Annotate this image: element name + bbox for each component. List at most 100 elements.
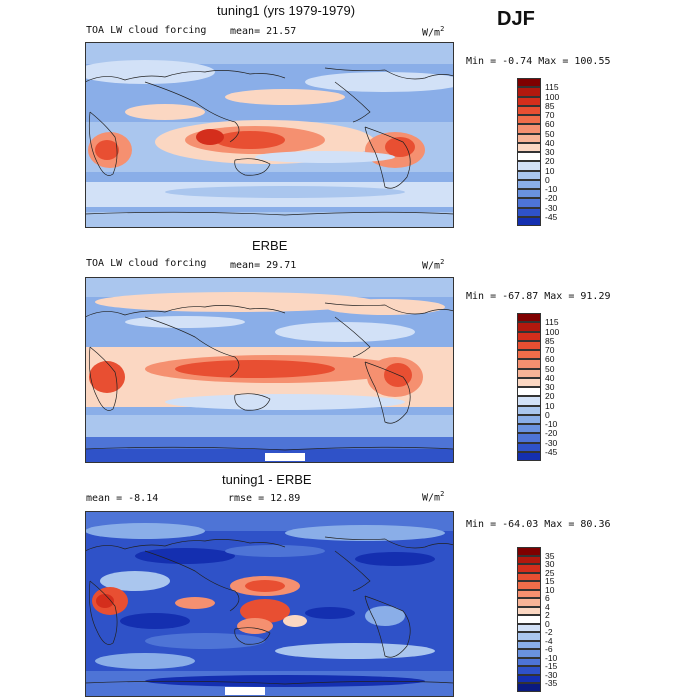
panel2-minmax: Min = -67.87 Max = 91.29 bbox=[466, 291, 611, 302]
colorbar-1-tick-label: 10 bbox=[545, 165, 555, 176]
panel2-map bbox=[85, 277, 454, 463]
colorbar-1-segment bbox=[517, 170, 541, 180]
panel1-map bbox=[85, 42, 454, 228]
colorbar-2-tick-label: 70 bbox=[545, 345, 555, 355]
panel2-mean-value: 29.71 bbox=[266, 260, 297, 271]
colorbar-2-tick-label: 115 bbox=[545, 317, 559, 328]
colorbar-1-tick-label: 100 bbox=[545, 91, 560, 102]
colorbar-3 bbox=[517, 547, 541, 692]
colorbar-2-labels: 115 100 85 70 60 50 40 30 20 10 0 -10 -20 -30 -45 bbox=[545, 313, 585, 461]
colorbar-2-tick-label: -30 bbox=[545, 437, 558, 448]
colorbar-2-segment bbox=[517, 442, 541, 452]
panel2-units: W/m2 bbox=[422, 258, 445, 272]
colorbar-2-segment bbox=[517, 414, 541, 424]
colorbar-3-tick-label: 4 bbox=[545, 601, 550, 612]
colorbar-1-segment bbox=[517, 198, 541, 208]
panel3-coastlines bbox=[85, 536, 454, 685]
colorbar-2-tick-label: 60 bbox=[545, 354, 555, 365]
colorbar-3-segment bbox=[517, 564, 541, 573]
colorbar-1-tick-label: 70 bbox=[545, 110, 555, 120]
panel1-title: tuning1 (yrs 1979-1979) bbox=[217, 3, 356, 18]
colorbar-2-tick-label: 50 bbox=[545, 363, 555, 374]
colorbar-1-segment bbox=[517, 96, 541, 106]
panel3-mean: mean = -8.14 bbox=[86, 493, 159, 504]
colorbar-3-tick-label: 2 bbox=[545, 610, 550, 621]
colorbar-1-segment bbox=[517, 142, 541, 152]
colorbar-1-segment bbox=[517, 216, 541, 226]
colorbar-1-tick-label: -20 bbox=[545, 193, 558, 204]
panel3-rmse: rmse = 12.89 bbox=[228, 493, 301, 504]
colorbar-2-segment bbox=[517, 451, 541, 461]
colorbar-3-segment bbox=[517, 598, 541, 607]
colorbar-3-segment bbox=[517, 572, 541, 582]
colorbar-2-segment bbox=[517, 322, 541, 332]
colorbar-3-tick-label: 10 bbox=[545, 584, 555, 595]
colorbar-3-segment bbox=[517, 666, 541, 675]
colorbar-3-tick-label: -4 bbox=[545, 635, 553, 646]
colorbar-1-tick-label: 115 bbox=[545, 82, 559, 93]
colorbar-1-segment bbox=[517, 152, 541, 162]
colorbar-1-tick-label: 50 bbox=[545, 128, 555, 139]
colorbar-3-segment bbox=[517, 640, 541, 650]
colorbar-1-segment bbox=[517, 105, 541, 115]
colorbar-2-tick-label: -45 bbox=[545, 446, 558, 457]
colorbar-3-segment bbox=[517, 649, 541, 658]
panel2-title: ERBE bbox=[252, 238, 288, 253]
panel3-map bbox=[85, 511, 454, 697]
colorbar-1-segment bbox=[517, 133, 541, 143]
panel3-title: tuning1 - ERBE bbox=[222, 472, 312, 487]
panel2-field bbox=[85, 277, 454, 463]
colorbar-1-tick-label: 85 bbox=[545, 100, 555, 111]
colorbar-1-labels: 115 100 85 70 60 50 40 30 20 10 0 -10 -20 -30 -45 bbox=[545, 78, 585, 226]
season-label: DJF bbox=[497, 8, 535, 30]
colorbar-3-tick-label: 35 bbox=[545, 550, 555, 561]
colorbar-2-segment bbox=[517, 396, 541, 406]
colorbar-3-segment bbox=[517, 674, 541, 684]
colorbar-3-tick-label: 25 bbox=[545, 567, 555, 578]
colorbar-1-tick-label: -45 bbox=[545, 211, 558, 222]
colorbar-3-segment bbox=[517, 581, 541, 590]
colorbar-2-segment bbox=[517, 433, 541, 443]
colorbar-3-segment bbox=[517, 657, 541, 667]
panel1-coastlines bbox=[85, 67, 454, 216]
colorbar-2-segment bbox=[517, 424, 541, 434]
colorbar-3-tick-label: -10 bbox=[545, 652, 558, 663]
colorbar-2-tick-label: 85 bbox=[545, 335, 555, 346]
colorbar-2-segment bbox=[517, 368, 541, 378]
colorbar-3-tick-label: 0 bbox=[545, 618, 550, 629]
colorbar-2-tick-label: 0 bbox=[545, 409, 550, 420]
colorbar-1-segment bbox=[517, 87, 541, 97]
colorbar-1-tick-label: -10 bbox=[545, 184, 558, 194]
colorbar-2-tick-label: 30 bbox=[545, 382, 555, 392]
panel2-variable-label: TOA LW cloud forcing bbox=[86, 258, 207, 269]
colorbar-3-labels: 35 30 25 15 10 6 4 2 0 -2 -4 -6 -10 -15 -30 -35 bbox=[545, 547, 585, 692]
colorbar-3-segment bbox=[517, 555, 541, 565]
colorbar-3-tick-label: 15 bbox=[545, 576, 555, 587]
colorbar-3-tick-label: -6 bbox=[545, 644, 553, 655]
colorbar-2-tick-label: 40 bbox=[545, 372, 555, 383]
colorbar-2-segment bbox=[517, 377, 541, 387]
colorbar-1-segment bbox=[517, 78, 541, 88]
panel2-mean-label: mean= 29.71 bbox=[230, 260, 297, 271]
colorbar-1-segment bbox=[517, 207, 541, 217]
colorbar-1-tick-label: 60 bbox=[545, 119, 555, 130]
colorbar-3-segment bbox=[517, 547, 541, 556]
panel1-minmax: Min = -0.74 Max = 100.55 bbox=[466, 56, 611, 67]
colorbar-2-tick-label: 20 bbox=[545, 391, 555, 402]
colorbar-2-segment bbox=[517, 340, 541, 350]
colorbar-2-segment bbox=[517, 387, 541, 397]
panel3-minmax: Min = -64.03 Max = 80.36 bbox=[466, 519, 611, 530]
colorbar-3-tick-label: -35 bbox=[545, 678, 558, 689]
colorbar-1 bbox=[517, 78, 541, 226]
panel2-coastlines bbox=[85, 302, 454, 451]
panel1-units: W/m2 bbox=[422, 25, 445, 39]
colorbar-1-tick-label: -30 bbox=[545, 202, 558, 213]
colorbar-3-segment bbox=[517, 615, 541, 624]
colorbar-3-tick-label: -15 bbox=[545, 661, 558, 672]
colorbar-3-tick-label: 30 bbox=[545, 559, 555, 570]
colorbar-1-tick-label: 20 bbox=[545, 156, 555, 167]
colorbar-2-tick-label: -20 bbox=[545, 428, 558, 439]
colorbar-2-tick-label: 100 bbox=[545, 326, 560, 337]
colorbar-2-segment bbox=[517, 313, 541, 323]
colorbar-2-segment bbox=[517, 359, 541, 369]
